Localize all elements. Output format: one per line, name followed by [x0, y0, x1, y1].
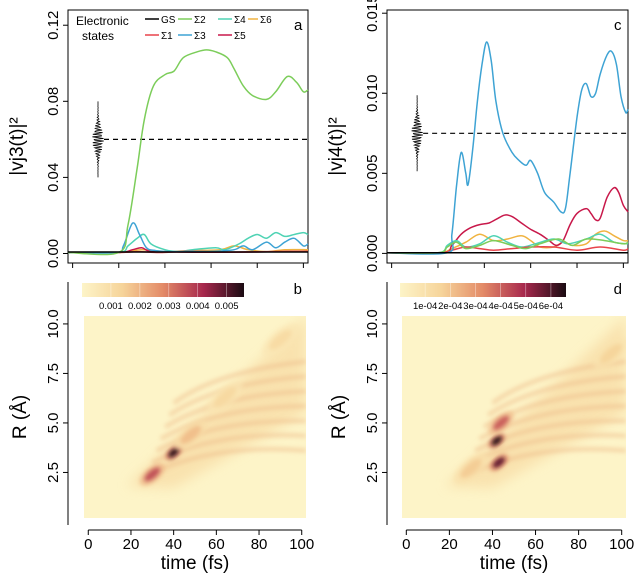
series-line-s3: [386, 41, 629, 255]
legend-label-gs: GS: [161, 15, 176, 26]
interference-fringe: [159, 404, 306, 441]
legend-label-s5: Σ5: [234, 31, 246, 42]
colorbar-tick-label: 5e-04: [514, 301, 538, 312]
legend-title: states: [82, 29, 114, 43]
density-hotspot: [493, 415, 510, 431]
x-tick-label: 0: [84, 536, 92, 553]
y-tick-label: 7.5: [364, 363, 381, 384]
x-tick-label: 40: [165, 536, 182, 553]
panel-letter: a: [294, 17, 303, 34]
series-line-s4: [67, 231, 309, 254]
laser-pulse: [411, 95, 423, 172]
heatmap-field: [126, 316, 306, 489]
colorbar-tick-label: 0.003: [157, 301, 181, 312]
colorbar: [400, 283, 566, 297]
colorbar-tick-label: 4e-04: [488, 301, 512, 312]
x-tick-label: 100: [289, 536, 314, 553]
interference-fringe: [172, 359, 306, 405]
panel-d-heatmap: 1e-04 2e-04 3e-04 4e-04 5e-04 6e-04 2.5 5.0 7.5 1…: [329, 281, 634, 574]
series-line-s2: [67, 49, 309, 256]
density-hotspot: [491, 436, 502, 446]
y-axis-label: R (Å): [329, 395, 350, 439]
series-line-s2: [386, 238, 629, 254]
x-tick-label: 20: [441, 536, 458, 553]
colorbar: [82, 283, 244, 297]
density-hotspot: [599, 344, 622, 364]
density-hotspot: [492, 457, 505, 468]
interference-fringe: [487, 374, 626, 417]
y-tick-label: 0.04: [45, 163, 62, 192]
density-hotspot: [144, 467, 161, 482]
x-tick-label: 100: [609, 536, 634, 553]
x-tick-label: 0: [402, 536, 410, 553]
laser-pulse: [92, 101, 104, 178]
legend-label-s2: Σ2: [194, 15, 206, 26]
panel-b-heatmap: 0.001 0.002 0.003 0.004 0.005 2.5 5.0 7.5 10.0 0 2…: [10, 281, 314, 574]
panel-letter: b: [294, 281, 302, 298]
plot-frame: [386, 9, 629, 264]
heatmap-field: [445, 316, 626, 489]
legend-label-s6: Σ6: [260, 15, 272, 26]
density-hotspot: [269, 329, 292, 350]
y-tick-label: 0.08: [45, 87, 62, 116]
y-tick-label: 0.00: [45, 239, 62, 268]
x-tick-label: 80: [251, 536, 268, 553]
colorbar-tick-label: 0.005: [215, 301, 239, 312]
plot-frame: [67, 9, 309, 264]
panel-letter: d: [614, 281, 622, 298]
x-tick-label: 40: [484, 536, 501, 553]
x-tick-label: 20: [123, 536, 140, 553]
y-axis-label: |vj4(t)|²: [326, 117, 347, 175]
colorbar-tick-label: 0.002: [128, 301, 152, 312]
legend-backdrop: [73, 13, 271, 49]
y-tick-label: 10.0: [364, 309, 381, 338]
density-hotspot: [213, 387, 237, 408]
series-line-s3: [67, 222, 309, 254]
y-tick-label: 0.010: [364, 74, 381, 112]
y-tick-label: 10.0: [45, 309, 62, 338]
y-axis-label: |vj3(t)|²: [7, 117, 28, 175]
x-axis-label: time (fs): [161, 553, 230, 574]
y-axis-label: R (Å): [10, 395, 31, 439]
legend-label-s1: Σ1: [161, 31, 173, 42]
panel-c-line-chart: 0.000 0.005 0.010 0.015 |vj4(t)|² c: [326, 0, 629, 273]
y-tick-label: 2.5: [364, 462, 381, 483]
y-tick-label: 0.12: [45, 11, 62, 40]
colorbar-tick-label: 0.004: [186, 301, 210, 312]
panel-a-line-chart: 0.00 0.04 0.08 0.12 |vj3(t)|² a: [7, 9, 309, 268]
y-tick-label: 0.000: [364, 235, 381, 273]
y-tick-label: 2.5: [45, 462, 62, 483]
colorbar-tick-label: 3e-04: [463, 301, 487, 312]
y-tick-label: 0.015: [364, 0, 381, 32]
legend-label-s3: Σ3: [194, 31, 206, 42]
density-hotspot: [168, 447, 179, 458]
legend-title: Electronic: [76, 14, 129, 28]
panel-letter: c: [614, 17, 622, 34]
colorbar-tick-label: 6e-04: [539, 301, 563, 312]
x-tick-label: 80: [570, 536, 587, 553]
x-tick-label: 60: [527, 536, 544, 553]
colorbar-tick-label: 1e-04: [413, 301, 437, 312]
y-tick-label: 5.0: [45, 413, 62, 434]
x-axis-label: time (fs): [480, 553, 549, 574]
y-tick-label: 0.005: [364, 155, 381, 193]
legend-label-s4: Σ4: [234, 15, 246, 26]
series-line-s1: [386, 245, 629, 254]
y-tick-label: 5.0: [364, 413, 381, 434]
x-tick-label: 60: [208, 536, 225, 553]
density-hotspot: [460, 459, 482, 478]
interference-fringe: [155, 418, 306, 453]
density-hotspot: [180, 425, 202, 444]
y-tick-label: 7.5: [45, 363, 62, 384]
colorbar-tick-label: 0.001: [99, 301, 123, 312]
colorbar-tick-label: 2e-04: [438, 301, 462, 312]
